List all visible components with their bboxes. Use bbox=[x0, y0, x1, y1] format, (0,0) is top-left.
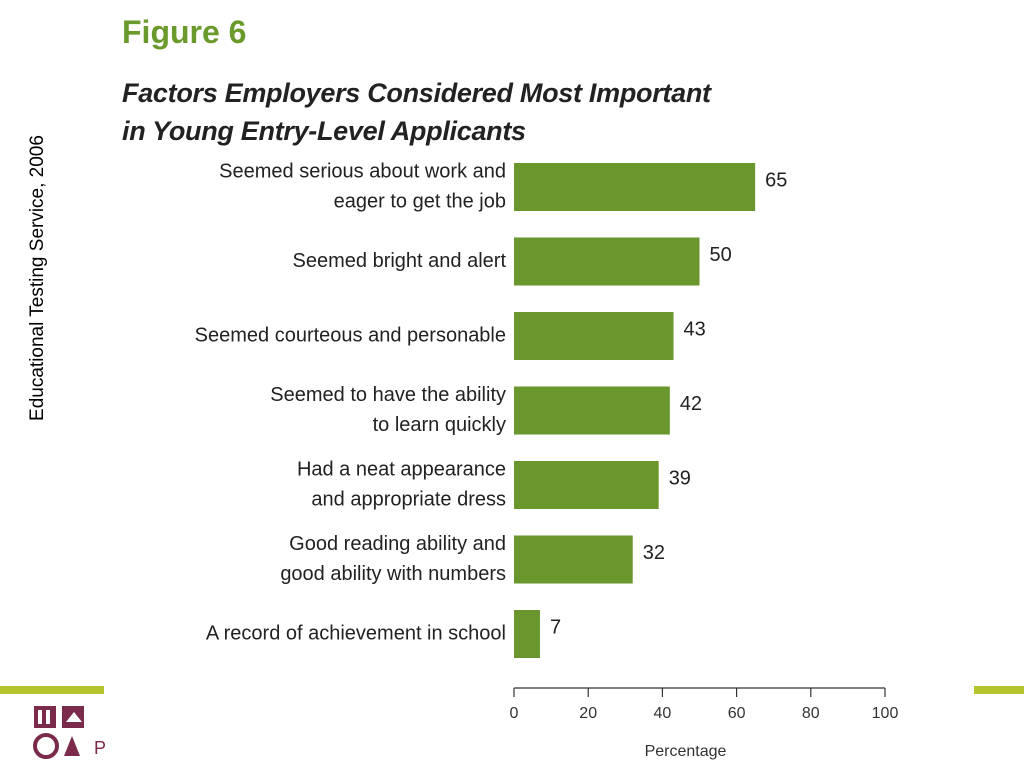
institution-logo-icon bbox=[33, 706, 84, 759]
category-label: to learn quickly bbox=[373, 414, 506, 436]
category-label: Had a neat appearance bbox=[297, 458, 506, 480]
data-label: 65 bbox=[765, 169, 787, 191]
category-label: and appropriate dress bbox=[311, 488, 506, 510]
data-label: 7 bbox=[550, 616, 561, 638]
logo-text: P bbox=[94, 738, 107, 758]
category-label: eager to get the job bbox=[334, 190, 506, 212]
accent-rule-left bbox=[0, 686, 104, 694]
figure-title-line-2: in Young Entry-Level Applicants bbox=[122, 116, 526, 146]
category-label: Seemed to have the ability bbox=[270, 384, 506, 406]
figure-title-line-1: Factors Employers Considered Most Import… bbox=[122, 78, 711, 108]
category-label: Seemed bright and alert bbox=[293, 250, 507, 272]
accent-rule-right bbox=[974, 686, 1024, 694]
data-label: 43 bbox=[684, 318, 706, 340]
figure-title: Factors Employers Considered Most Import… bbox=[122, 74, 842, 150]
x-tick-label: 100 bbox=[872, 705, 899, 722]
bar bbox=[514, 237, 700, 286]
data-label: 42 bbox=[680, 393, 702, 415]
bar bbox=[514, 163, 756, 211]
category-label: Seemed courteous and personable bbox=[195, 324, 506, 346]
data-label: 50 bbox=[710, 244, 732, 266]
x-axis-label: Percentage bbox=[645, 743, 727, 760]
category-label: Seemed serious about work and bbox=[219, 160, 506, 182]
bar bbox=[514, 386, 670, 435]
bar bbox=[514, 535, 633, 584]
x-tick-label: 80 bbox=[802, 705, 820, 722]
category-label: Good reading ability and bbox=[289, 533, 506, 555]
figure-label: Figure 6 bbox=[122, 14, 247, 50]
category-label: good ability with numbers bbox=[280, 563, 506, 585]
data-label: 39 bbox=[669, 467, 691, 489]
bar bbox=[514, 312, 674, 360]
x-tick-label: 40 bbox=[654, 705, 672, 722]
bar bbox=[514, 461, 659, 509]
bar bbox=[514, 610, 540, 658]
x-tick-label: 0 bbox=[510, 705, 519, 722]
data-label: 32 bbox=[643, 542, 665, 564]
category-label: A record of achievement in school bbox=[206, 622, 506, 644]
x-tick-label: 20 bbox=[579, 705, 597, 722]
x-tick-label: 60 bbox=[728, 705, 746, 722]
